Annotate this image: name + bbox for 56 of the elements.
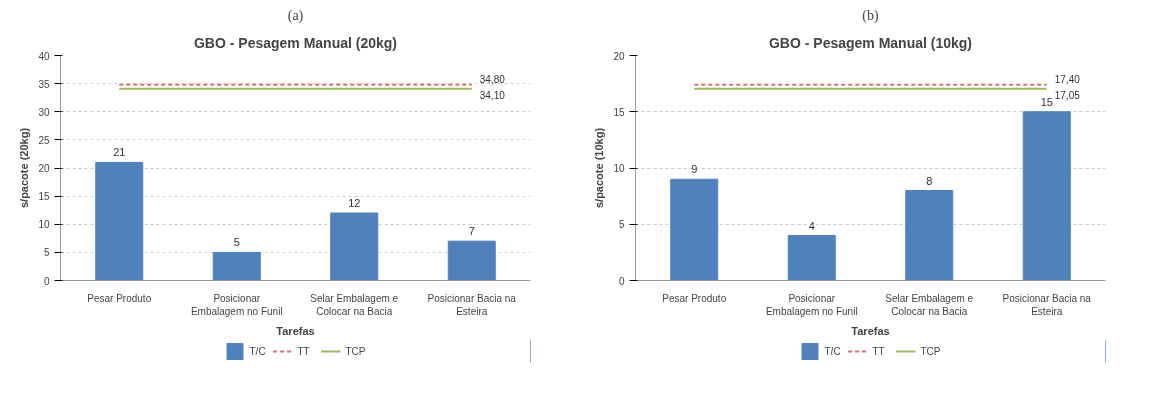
data-label: 21 [113,146,126,159]
data-label: 9 [691,163,698,176]
y-tick-label: 35 [38,78,50,90]
legend-label: TCP [345,345,366,357]
y-tick-label: 10 [613,163,625,174]
legend-label: T/C [824,345,842,357]
y-tick-label: 0 [43,275,50,287]
y-tick-label: 15 [613,106,625,118]
data-label: 34,10 [479,89,506,101]
data-label: 34,80 [479,73,506,85]
bar [447,240,496,281]
legend-label: TCP [920,345,941,357]
bar [670,178,719,281]
chart-title: GBO - Pesagem Manual (20kg) [193,34,398,51]
data-label: 17,05 [1054,89,1081,101]
x-tick-label: Posicionar Bacia na Esteira [427,292,517,317]
data-label: 7 [468,225,475,238]
y-tick-label: 20 [38,163,50,174]
data-label: 5 [233,236,240,249]
x-axis-title: Tarefas [276,324,315,337]
data-label: 12 [348,197,361,209]
y-tick-label: 0 [618,275,625,287]
legend-label: TT [297,345,311,357]
x-tick-label: Selar Embalagem e Colocar na Bacia [310,292,399,317]
legend-label: T/C [249,345,267,357]
text: (a) [287,7,304,24]
y-tick-label: 30 [38,106,50,118]
y-tick-label: 20 [613,50,625,62]
bar [95,161,144,281]
data-label: 8 [926,174,933,187]
x-tick-label: Selar Embalagem e Colocar na Bacia [885,292,974,317]
bar [905,190,954,281]
data-label: 4 [808,219,815,232]
y-tick-label: 25 [38,134,50,146]
text: (b) [862,7,879,24]
x-axis-title: Tarefas [851,324,890,337]
legend-label: TT [872,345,886,357]
data-label: 15 [1040,95,1053,108]
bar [330,212,379,281]
x-tick-label: Posicionar Embalagem no Funil [190,292,283,317]
bar [212,251,261,281]
y-tick-label: 15 [38,191,50,203]
y-axis-title: s/pacote (10kg) [593,127,606,209]
bar [1022,111,1071,281]
y-tick-label: 5 [43,247,50,259]
x-tick-label: Pesar Produto [662,292,727,304]
y-axis-title: s/pacote (20kg) [18,127,31,209]
bar [787,235,836,281]
x-tick-label: Posicionar Embalagem no Funil [765,292,858,317]
y-tick-label: 10 [38,219,50,231]
x-tick-label: Posicionar Bacia na Esteira [1002,292,1092,317]
data-label: 17,40 [1054,73,1081,85]
y-tick-label: 5 [618,219,625,231]
chart-title: GBO - Pesagem Manual (10kg) [768,34,973,51]
x-tick-label: Pesar Produto [87,292,152,304]
y-tick-label: 40 [38,50,50,62]
